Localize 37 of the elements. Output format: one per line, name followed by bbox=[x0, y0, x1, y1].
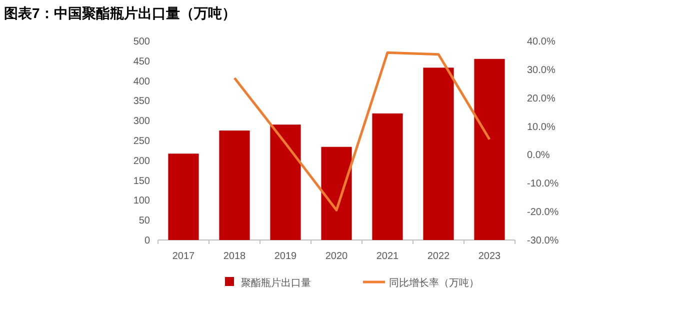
y-tick-label: 500 bbox=[133, 36, 150, 48]
x-tick-label: 2022 bbox=[427, 251, 450, 262]
bar bbox=[474, 58, 505, 240]
x-tick-label: 2020 bbox=[325, 251, 348, 262]
y-tick-label: 150 bbox=[133, 176, 150, 187]
y2-tick-label: 0.0% bbox=[527, 150, 550, 162]
y-tick-label: 350 bbox=[133, 96, 150, 108]
y2-tick-label: -20.0% bbox=[527, 207, 559, 218]
y2-tick-label: 30.0% bbox=[527, 64, 556, 76]
y-tick-label: 300 bbox=[133, 116, 150, 128]
x-tick-label: 2017 bbox=[172, 251, 196, 262]
y-tick-label: 450 bbox=[133, 56, 150, 68]
bar bbox=[270, 124, 301, 240]
bar bbox=[219, 130, 250, 240]
y2-tick-label: 20.0% bbox=[527, 93, 556, 104]
chart-title: 图表7：中国聚酯瓶片出口量（万吨） bbox=[4, 5, 236, 21]
bar bbox=[168, 154, 199, 240]
x-tick-label: 2019 bbox=[274, 251, 298, 262]
y2-tick-label: -10.0% bbox=[527, 178, 559, 190]
x-tick-label: 2021 bbox=[376, 251, 400, 262]
x-tick-label: 2023 bbox=[478, 251, 502, 262]
y-tick-label: 250 bbox=[133, 136, 150, 147]
x-tick-label: 2018 bbox=[223, 251, 246, 262]
y-tick-label: 400 bbox=[133, 76, 150, 88]
y2-tick-label: -30.0% bbox=[527, 236, 559, 246]
legend-label: 同比增长率（万吨） bbox=[389, 277, 479, 289]
y-tick-label: 200 bbox=[133, 156, 150, 167]
line-series bbox=[233, 51, 491, 212]
y-tick-label: 0 bbox=[144, 236, 150, 246]
y2-tick-label: 10.0% bbox=[527, 122, 556, 133]
y2-tick-label: 40.0% bbox=[527, 36, 556, 48]
bar bbox=[423, 68, 454, 240]
legend-label: 聚酯瓶片出口量 bbox=[241, 277, 311, 289]
bar bbox=[372, 113, 403, 240]
y-tick-label: 100 bbox=[133, 196, 150, 207]
y-tick-label: 50 bbox=[138, 216, 150, 227]
bar bbox=[321, 146, 352, 240]
